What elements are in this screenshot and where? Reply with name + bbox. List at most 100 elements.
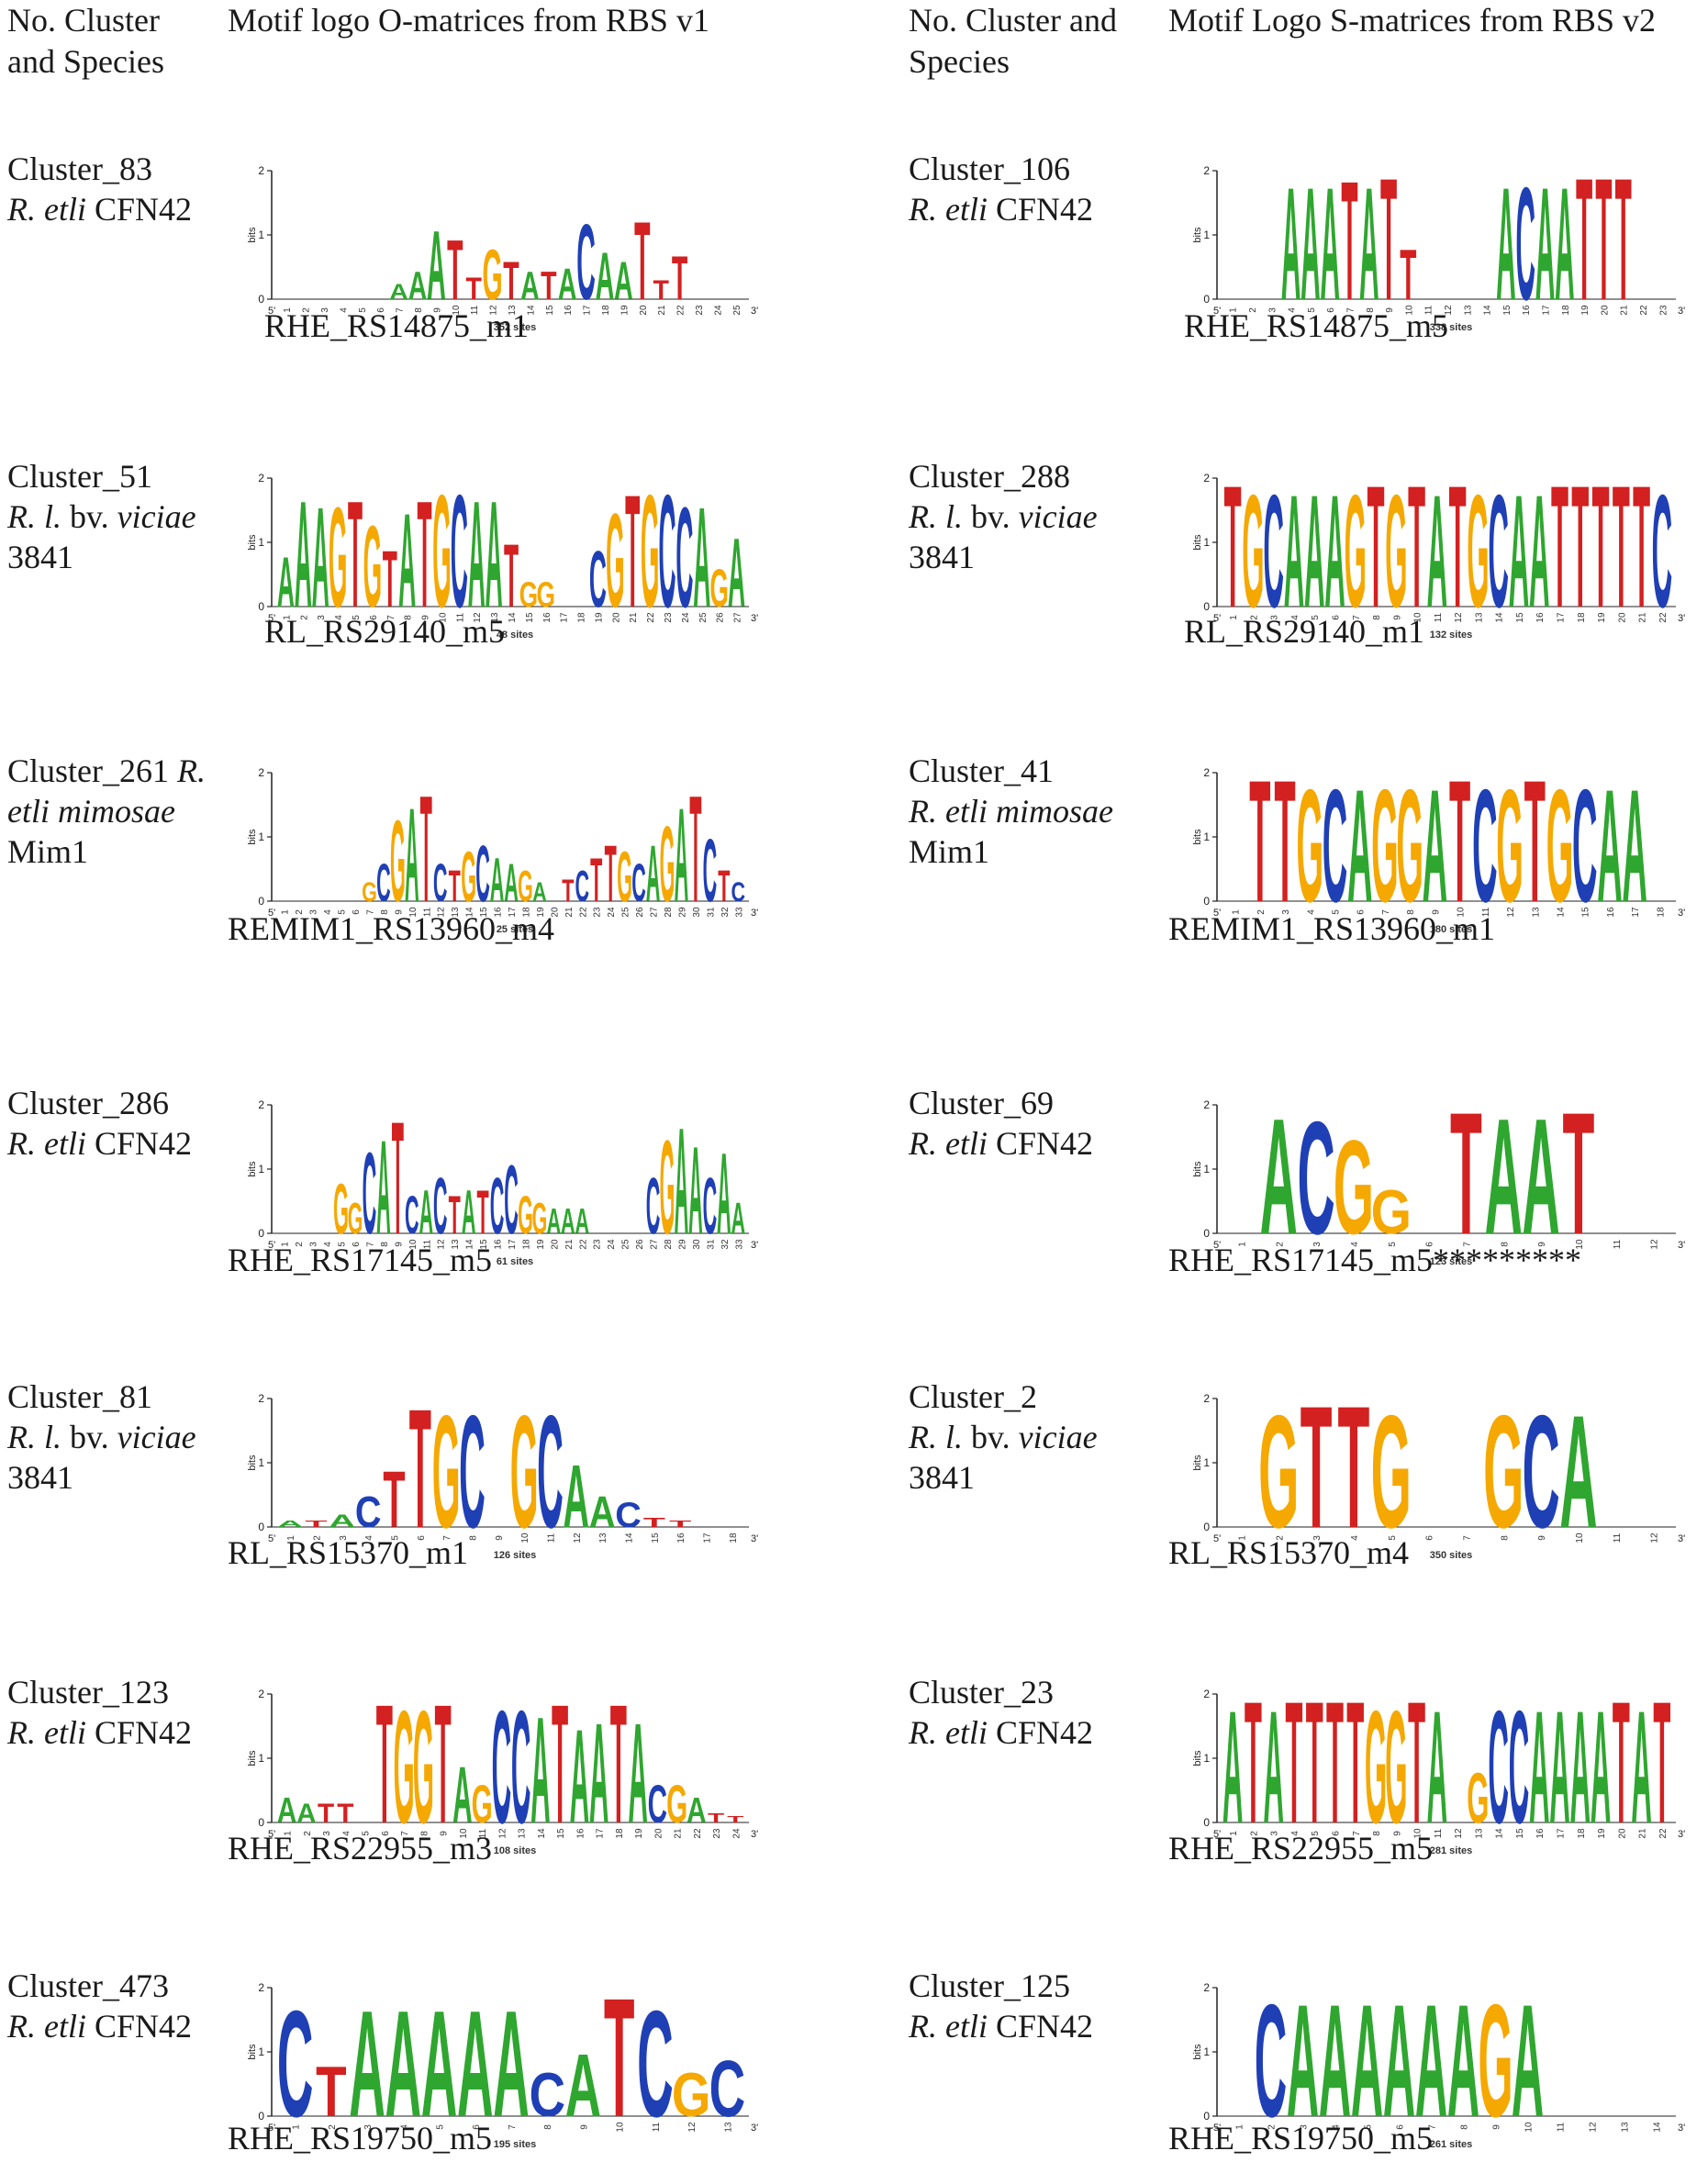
x-tick-label: 25 <box>732 305 742 316</box>
motif-letter-A: A <box>1260 1085 1298 1269</box>
x-tick-label: 6 <box>381 1831 391 1836</box>
motif-letter-A: A <box>329 1511 356 1532</box>
x-tick-label: 15 <box>545 305 555 316</box>
x-tick-label: 16 <box>494 1239 504 1250</box>
motif-letter-G: G <box>1467 1757 1489 1838</box>
x-tick-label: 5 <box>1364 2124 1374 2130</box>
x-tick-label: 14 <box>465 907 475 918</box>
x-tick-label: 10 <box>408 907 419 918</box>
y-axis-label: bits <box>1192 2044 1203 2060</box>
motif-letter-A: A <box>427 210 446 320</box>
left-cluster-cell: Cluster_473 R. etli CFN42 <box>7 1966 228 2046</box>
motif-letter-A: A <box>561 1201 575 1241</box>
motif-letter-G: G <box>363 502 383 631</box>
motif-letter-T: T <box>449 861 461 910</box>
x-tick-label: 2 <box>295 909 305 915</box>
x-tick-label: 8 <box>1460 2124 1470 2130</box>
x-tick-label: 11 <box>652 2122 662 2132</box>
x-tick-label: 5 <box>1388 1535 1398 1541</box>
x-tick-label: 11 <box>1613 1532 1623 1543</box>
y-tick-label: 0 <box>258 293 264 306</box>
x-tick-label: 12 <box>1650 1532 1660 1543</box>
motif-letter-A: A <box>589 1694 608 1854</box>
motif-letter-G: G <box>1483 1381 1524 1561</box>
motif-letter-T: T <box>643 1515 665 1530</box>
x-tick-label: 3 <box>1312 1535 1323 1541</box>
x-tick-label: 2 <box>313 1535 323 1541</box>
motif-letter-A: A <box>570 1703 589 1852</box>
y-axis-label: bits <box>247 2044 258 2060</box>
three-prime-label: 3' <box>1678 613 1685 624</box>
x-tick-label: 10 <box>1575 1532 1585 1543</box>
five-prime-label: 5' <box>1213 1533 1221 1544</box>
right-matrix-label: RL_RS29140_m1 <box>1184 613 1425 650</box>
motif-letter-T: T <box>1633 449 1650 643</box>
sites-count: 352 sites <box>494 322 536 333</box>
right-cluster-cell: Cluster_125 R. etli CFN42 <box>909 1966 1147 2046</box>
y-tick-label: 2 <box>258 164 264 177</box>
motif-letter-C: C <box>1572 755 1597 935</box>
motif-letter-A: A <box>558 260 577 309</box>
x-tick-label: 11 <box>1434 1828 1444 1838</box>
x-tick-label: 1 <box>1235 2124 1245 2130</box>
x-tick-label: 3 <box>1267 307 1278 313</box>
motif-letter-A: A <box>1522 1085 1559 1269</box>
x-tick-label: 27 <box>650 907 660 918</box>
left-matrix-label: RL_RS29140_m5 <box>264 613 506 650</box>
species-name: R. etli CFN42 <box>909 2008 1094 2045</box>
motif-letter-T: T <box>1326 1665 1344 1859</box>
motif-letter-A: A <box>457 1980 494 2149</box>
motif-letter-T: T <box>1346 1665 1364 1859</box>
x-tick-label: 21 <box>564 907 575 918</box>
x-tick-label: 31 <box>706 1239 716 1250</box>
motif-letter-G: G <box>1334 1114 1374 1263</box>
motif-letter-A: A <box>468 471 486 640</box>
motif-letter-T: T <box>689 763 701 933</box>
x-tick-label: 6 <box>369 615 379 620</box>
x-tick-label: 1 <box>1229 307 1239 313</box>
x-tick-label: 4 <box>364 1535 374 1541</box>
motif-letter-T: T <box>1571 449 1589 643</box>
species-name: R. l. bv. viciae 3841 <box>909 1419 1098 1496</box>
motif-letter-A: A <box>1347 755 1372 935</box>
y-tick-label: 0 <box>258 1816 264 1829</box>
motif-letter-T: T <box>383 1456 405 1545</box>
left-cluster-cell: Cluster_123 R. etli CFN42 <box>7 1672 228 1753</box>
motif-letter-A: A <box>1319 1972 1351 2151</box>
three-prime-label: 3' <box>751 2123 758 2134</box>
three-prime-label: 3' <box>1678 2123 1685 2134</box>
x-tick-label: 11 <box>1424 305 1434 315</box>
x-tick-label: 17 <box>508 1239 518 1250</box>
x-tick-label: 13 <box>451 1239 461 1250</box>
x-tick-label: 16 <box>1522 305 1532 316</box>
x-tick-label: 30 <box>692 907 702 918</box>
x-tick-label: 20 <box>1617 612 1627 623</box>
motif-letter-T: T <box>1380 141 1397 336</box>
x-tick-label: 3 <box>363 2124 374 2130</box>
x-tick-label: 17 <box>560 612 570 623</box>
cluster-name: Cluster_125 <box>909 1967 1070 2004</box>
x-tick-label: 22 <box>1658 1828 1669 1839</box>
y-tick-label: 2 <box>258 472 264 485</box>
motif-letter-C: C <box>1488 1677 1508 1856</box>
x-tick-label: 15 <box>479 907 489 918</box>
motif-letter-T: T <box>653 276 669 306</box>
motif-letter-G: G <box>394 1677 415 1857</box>
y-tick-label: 2 <box>1203 1981 1210 1994</box>
motif-letter-G: G <box>1371 1381 1412 1561</box>
x-tick-label: 13 <box>1621 2122 1631 2133</box>
x-tick-label: 13 <box>1531 907 1541 918</box>
y-tick-label: 1 <box>258 1456 264 1469</box>
x-tick-label: 4 <box>399 2124 409 2130</box>
motif-letter-G: G <box>1365 1677 1387 1856</box>
x-tick-label: 5 <box>1332 909 1342 915</box>
x-tick-label: 8 <box>404 615 414 620</box>
motif-letter-A: A <box>1281 153 1301 334</box>
x-tick-label: 7 <box>400 1831 410 1836</box>
motif-letter-C: C <box>363 1130 377 1259</box>
motif-letter-A: A <box>1496 153 1515 334</box>
x-tick-label: 11 <box>455 612 465 622</box>
x-tick-label: 15 <box>525 612 535 623</box>
